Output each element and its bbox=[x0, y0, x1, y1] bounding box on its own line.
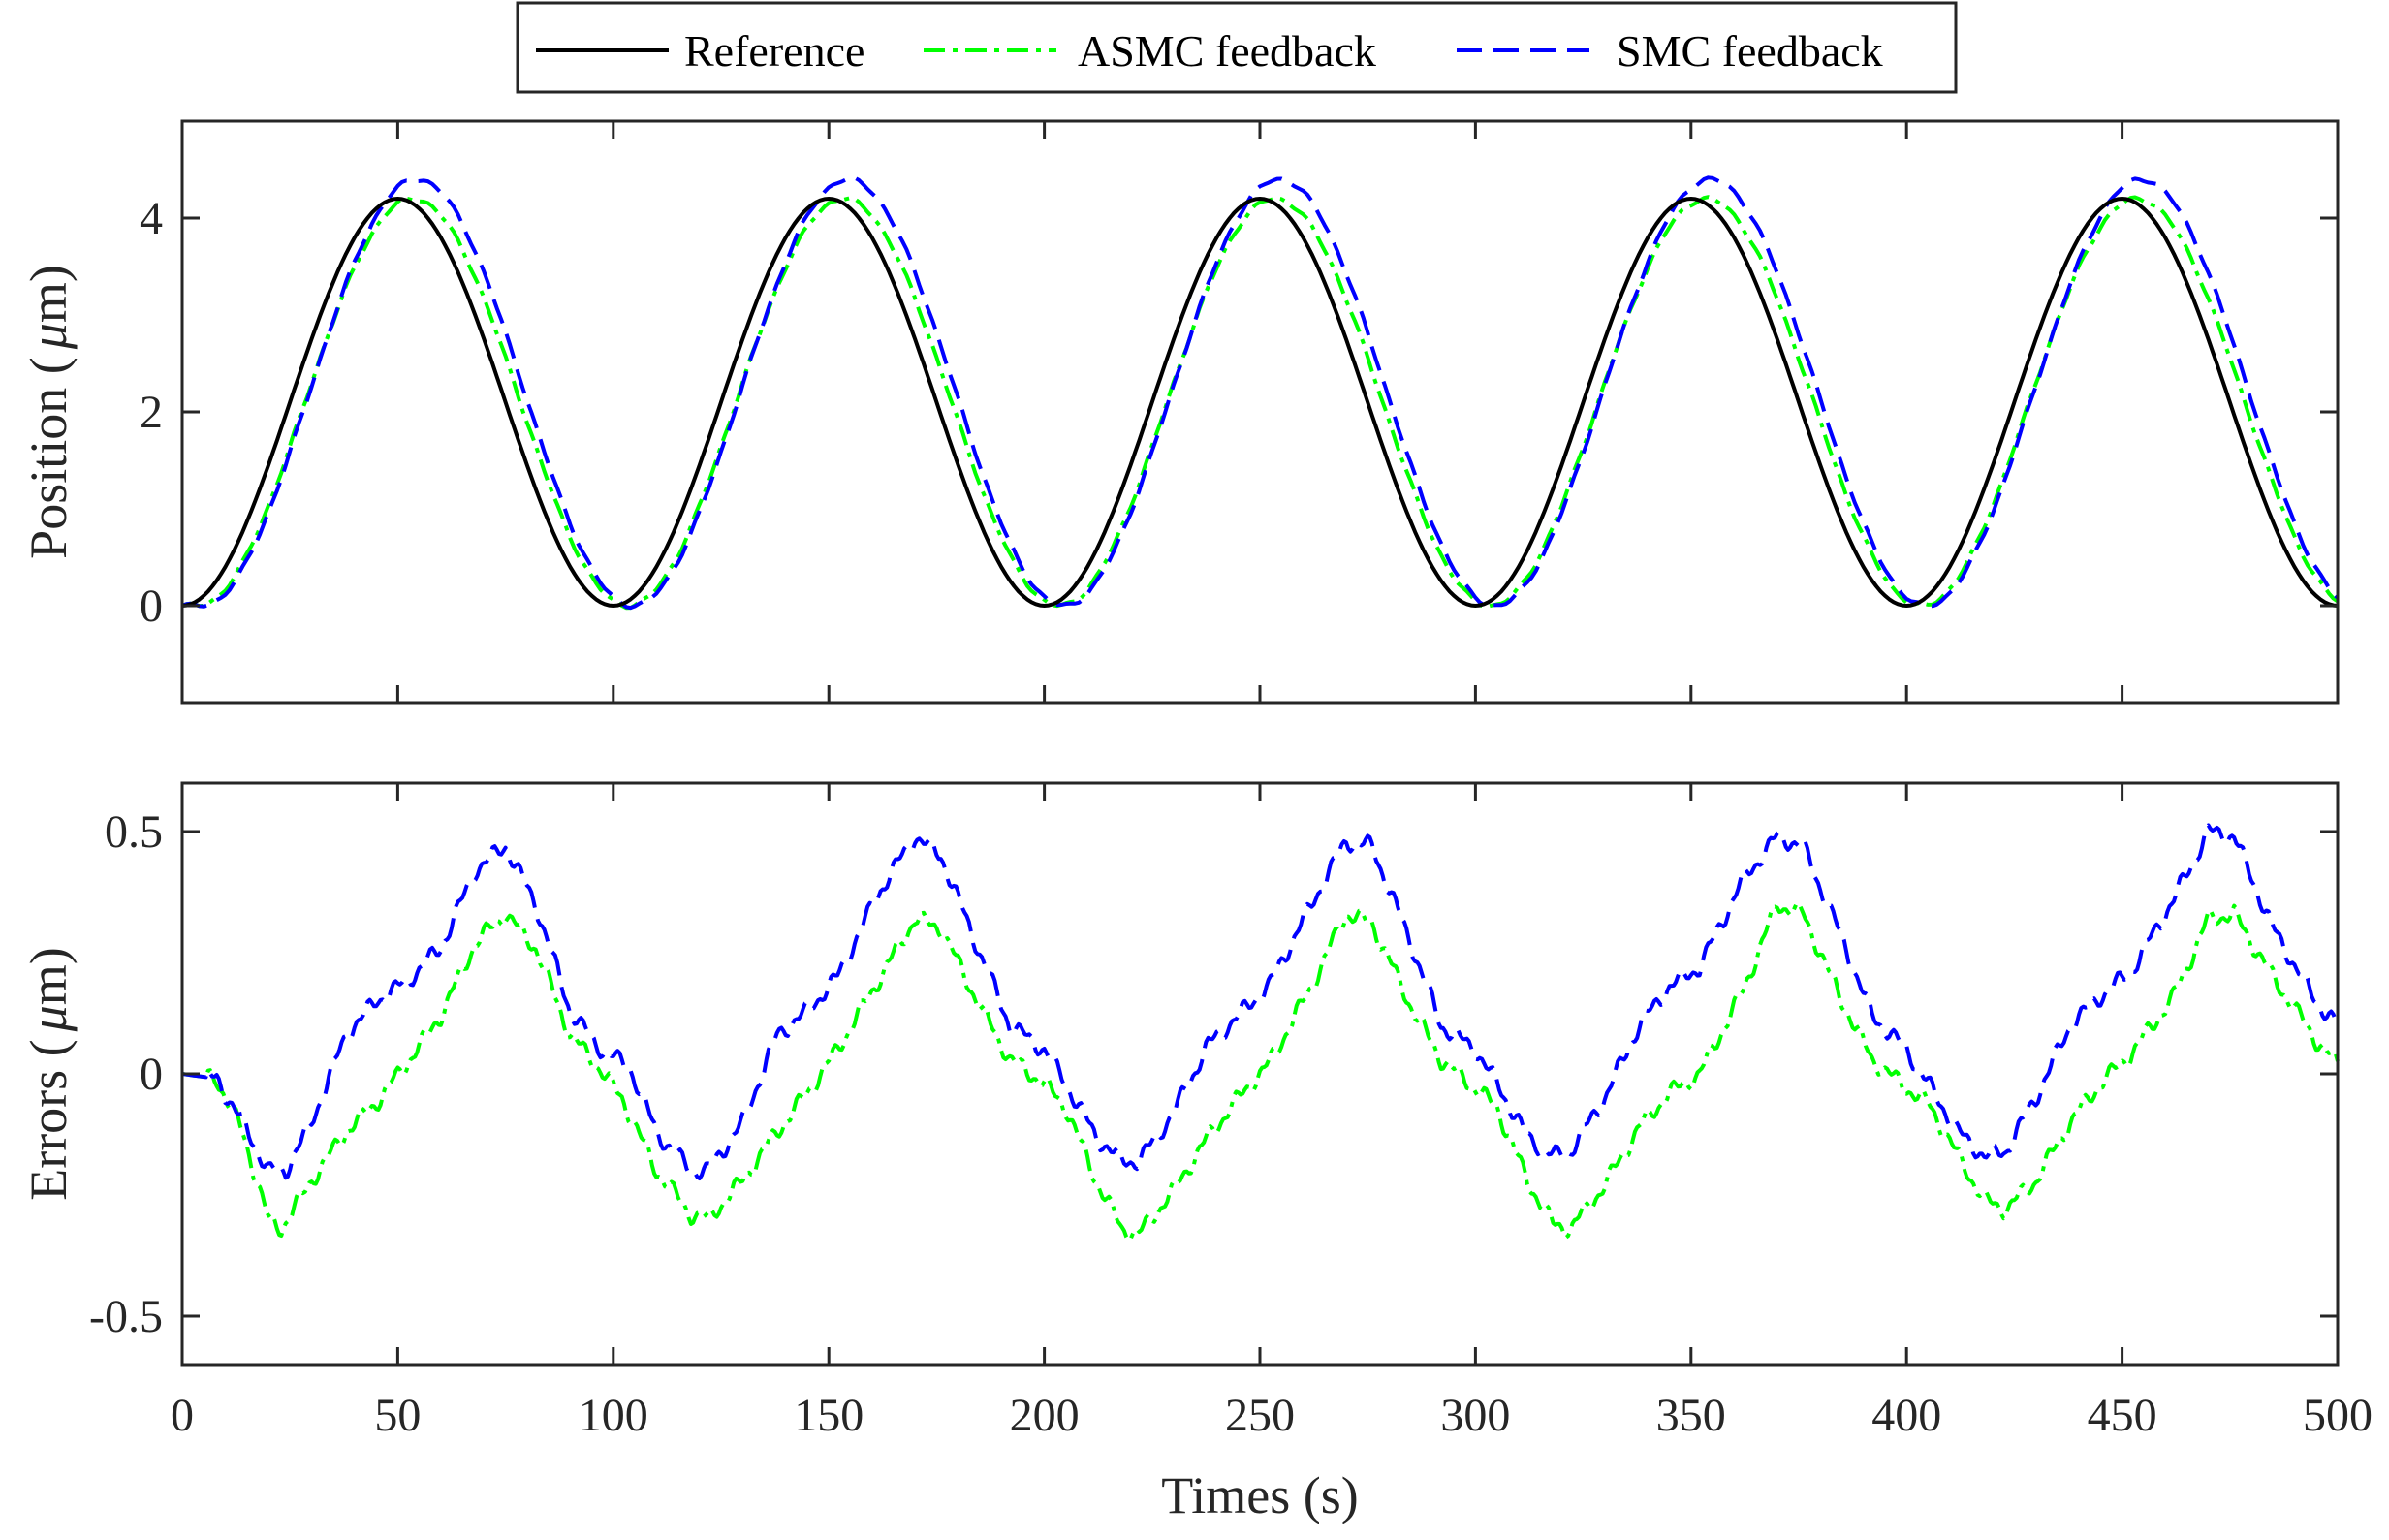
errors-ylabel-text: Errors ( bbox=[19, 1039, 78, 1200]
position-ylabel-mu: μ bbox=[19, 323, 78, 350]
x-tick-label: 450 bbox=[2088, 1390, 2157, 1441]
x-tick-label: 50 bbox=[374, 1390, 421, 1441]
errors-y-tick-label: -0.5 bbox=[89, 1291, 163, 1342]
position-ylabel-unit: m) bbox=[19, 265, 78, 323]
position-axes: 0 2 4 Position ( μm) bbox=[19, 119, 2340, 705]
legend-box bbox=[516, 1, 1958, 94]
position-ticks: 0 2 4 bbox=[140, 121, 2340, 703]
errors-ticks: 0 50 100 150 200 250 300 350 400 450 500-0.500.5 bbox=[89, 783, 2373, 1441]
x-tick-label: 500 bbox=[2303, 1390, 2373, 1441]
errors-series-smc-feedback bbox=[181, 823, 2340, 1180]
position-y-tick-label: 0 bbox=[140, 581, 163, 632]
position-series-reference bbox=[181, 197, 2339, 608]
legend-label-asmc: ASMC feedback bbox=[1078, 26, 1376, 76]
x-axis-label: Times (s) bbox=[1161, 1466, 1359, 1524]
legend: Reference ASMC feedback SMC feedback bbox=[516, 1, 1958, 94]
position-y-axis-label: Position ( μm) bbox=[19, 265, 78, 559]
x-tick-label: 250 bbox=[1225, 1390, 1295, 1441]
x-tick-label: 350 bbox=[1656, 1390, 1726, 1441]
position-series-asmc-feedback bbox=[181, 195, 2340, 611]
errors-axes: 0 50 100 150 200 250 300 350 400 450 500-0.500.5 E… bbox=[19, 781, 2373, 1524]
x-tick-label: 200 bbox=[1010, 1390, 1080, 1441]
position-series-smc-feedback bbox=[181, 175, 2340, 611]
errors-y-axis-label: Errors ( μm) bbox=[19, 947, 78, 1201]
errors-y-tick-label: 0.5 bbox=[105, 806, 163, 858]
errors-ylabel-unit: m) bbox=[19, 947, 78, 1005]
position-y-tick-label: 2 bbox=[140, 387, 163, 438]
x-tick-label: 150 bbox=[794, 1390, 864, 1441]
errors-y-tick-label: 0 bbox=[140, 1049, 163, 1100]
x-tick-label: 100 bbox=[579, 1390, 648, 1441]
x-tick-label: 0 bbox=[171, 1390, 194, 1441]
x-tick-label: 400 bbox=[1871, 1390, 1941, 1441]
position-series-layer bbox=[181, 175, 2340, 611]
legend-label-reference: Reference bbox=[684, 26, 864, 76]
errors-series-asmc-feedback bbox=[181, 901, 2340, 1242]
position-y-tick-label: 4 bbox=[140, 193, 163, 244]
errors-series-layer bbox=[181, 823, 2340, 1242]
x-tick-label: 300 bbox=[1440, 1390, 1510, 1441]
position-ylabel-text: Position ( bbox=[19, 357, 78, 559]
legend-label-smc: SMC feedback bbox=[1617, 26, 1883, 76]
errors-ylabel-mu: μ bbox=[19, 1005, 78, 1032]
